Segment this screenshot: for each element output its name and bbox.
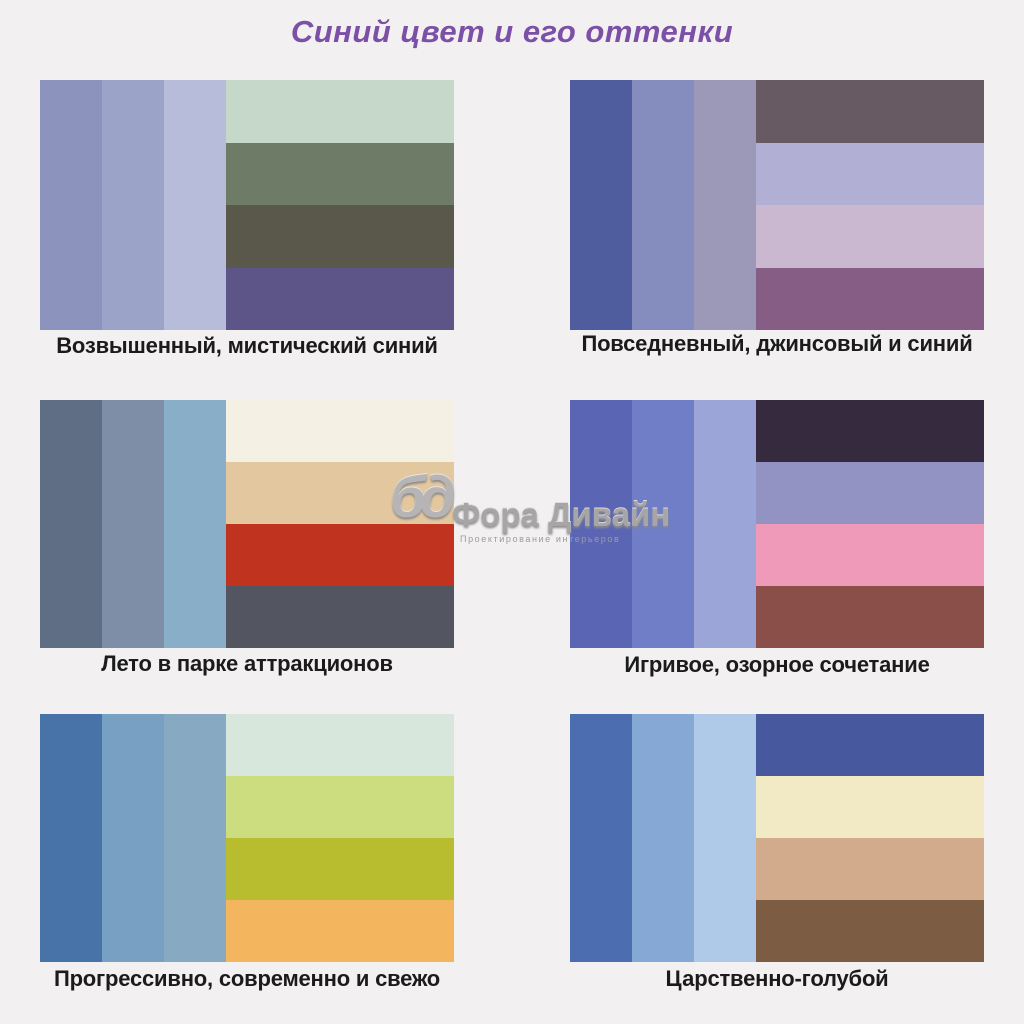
palette-panel-3: [40, 400, 454, 648]
color-swatch: [226, 776, 454, 838]
color-swatch: [632, 400, 695, 648]
horizontal-swatches: [226, 714, 454, 962]
vertical-swatches: [570, 80, 757, 330]
color-swatch: [756, 586, 984, 648]
palette-caption-4: Игривое, озорное сочетание: [624, 652, 930, 677]
color-swatch: [694, 80, 757, 330]
vertical-swatches: [40, 80, 227, 330]
palette-panel-2: [570, 80, 984, 330]
color-swatch: [756, 776, 984, 838]
color-swatch: [632, 80, 695, 330]
color-swatch: [40, 714, 103, 962]
palette-caption-6: Царственно-голубой: [665, 966, 889, 991]
horizontal-swatches: [226, 400, 454, 648]
horizontal-swatches: [756, 714, 984, 962]
horizontal-swatches: [226, 80, 454, 330]
vertical-swatches: [570, 714, 757, 962]
color-swatch: [756, 267, 984, 330]
color-swatch: [756, 900, 984, 962]
color-swatch: [570, 400, 633, 648]
color-swatch: [756, 205, 984, 268]
palette-caption-5: Прогрессивно, современно и свежо: [53, 966, 441, 991]
color-swatch: [226, 400, 454, 462]
palette-caption-3: Лето в парке аттракционов: [101, 651, 393, 676]
color-swatch: [226, 524, 454, 586]
color-swatch: [570, 80, 633, 330]
color-swatch: [226, 142, 454, 205]
color-swatch: [756, 80, 984, 143]
color-swatch: [226, 900, 454, 962]
color-swatch: [694, 400, 757, 648]
color-swatch: [570, 714, 633, 962]
color-swatch: [226, 838, 454, 900]
color-swatch: [756, 838, 984, 900]
color-swatch: [164, 400, 227, 648]
color-swatch: [756, 714, 984, 776]
color-swatch: [756, 400, 984, 462]
horizontal-swatches: [756, 80, 984, 330]
color-swatch: [40, 80, 103, 330]
horizontal-swatches: [756, 400, 984, 648]
color-swatch: [226, 586, 454, 648]
color-swatch: [164, 714, 227, 962]
color-swatch: [756, 142, 984, 205]
palette-caption-2: Повседневный, джинсовый и синий: [581, 331, 973, 356]
page-title: Синий цвет и его оттенки: [290, 14, 734, 49]
color-swatch: [226, 80, 454, 143]
color-swatch: [226, 462, 454, 524]
vertical-swatches: [40, 400, 227, 648]
color-swatch: [756, 462, 984, 524]
color-swatch: [632, 714, 695, 962]
palette-panel-6: [570, 714, 984, 962]
color-swatch: [102, 714, 165, 962]
palette-panel-4: [570, 400, 984, 648]
color-swatch: [102, 400, 165, 648]
color-swatch: [164, 80, 227, 330]
color-swatch: [226, 205, 454, 268]
color-swatch: [756, 524, 984, 586]
vertical-swatches: [40, 714, 227, 962]
palette-panel-1: [40, 80, 454, 330]
palette-panel-5: [40, 714, 454, 962]
color-swatch: [694, 714, 757, 962]
color-swatch: [40, 400, 103, 648]
palette-caption-1: Возвышенный, мистический синий: [56, 333, 438, 358]
color-swatch: [226, 714, 454, 776]
color-swatch: [226, 267, 454, 330]
vertical-swatches: [570, 400, 757, 648]
color-swatch: [102, 80, 165, 330]
